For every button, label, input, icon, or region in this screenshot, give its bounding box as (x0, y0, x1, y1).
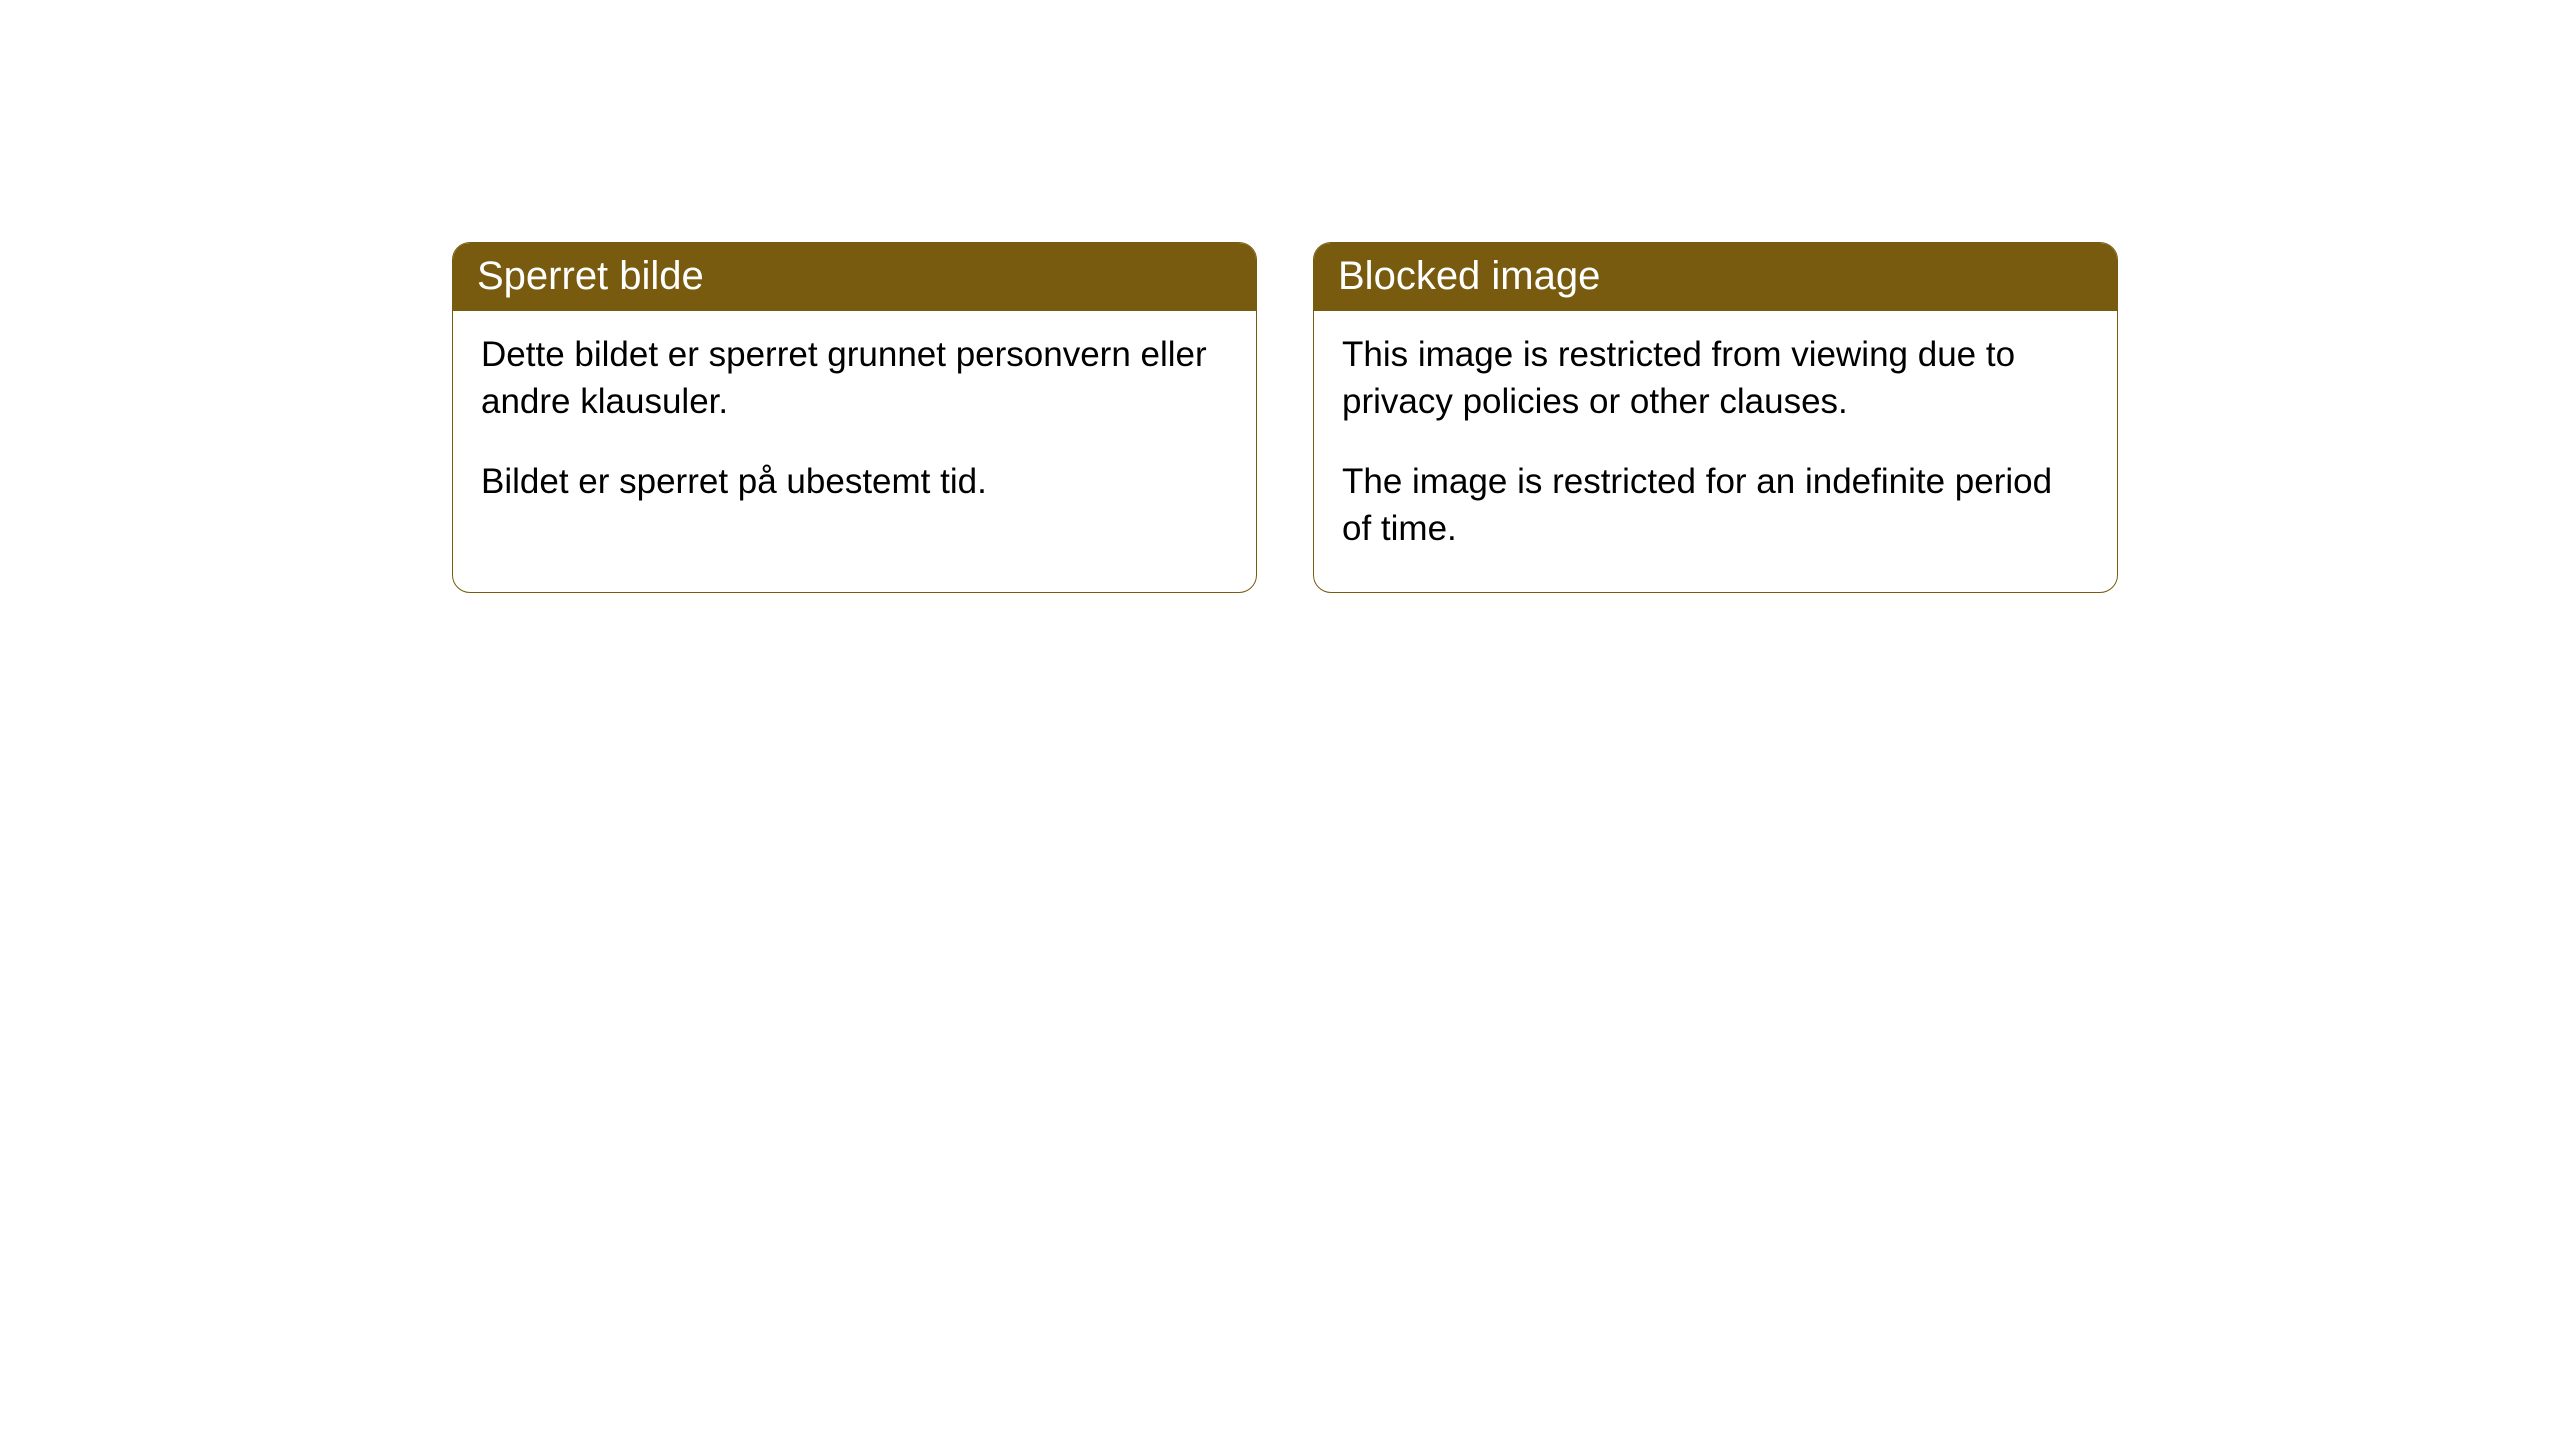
notice-paragraph: This image is restricted from viewing du… (1342, 331, 2089, 426)
notice-cards-container: Sperret bilde Dette bildet er sperret gr… (0, 0, 2560, 593)
notice-header: Blocked image (1314, 243, 2117, 311)
notice-paragraph: Bildet er sperret på ubestemt tid. (481, 458, 1228, 505)
notice-paragraph: The image is restricted for an indefinit… (1342, 458, 2089, 553)
notice-card-norwegian: Sperret bilde Dette bildet er sperret gr… (452, 242, 1257, 593)
notice-title: Sperret bilde (477, 254, 704, 298)
notice-body: This image is restricted from viewing du… (1314, 311, 2117, 592)
notice-header: Sperret bilde (453, 243, 1256, 311)
notice-title: Blocked image (1338, 254, 1600, 298)
notice-body: Dette bildet er sperret grunnet personve… (453, 311, 1256, 545)
notice-paragraph: Dette bildet er sperret grunnet personve… (481, 331, 1228, 426)
notice-card-english: Blocked image This image is restricted f… (1313, 242, 2118, 593)
